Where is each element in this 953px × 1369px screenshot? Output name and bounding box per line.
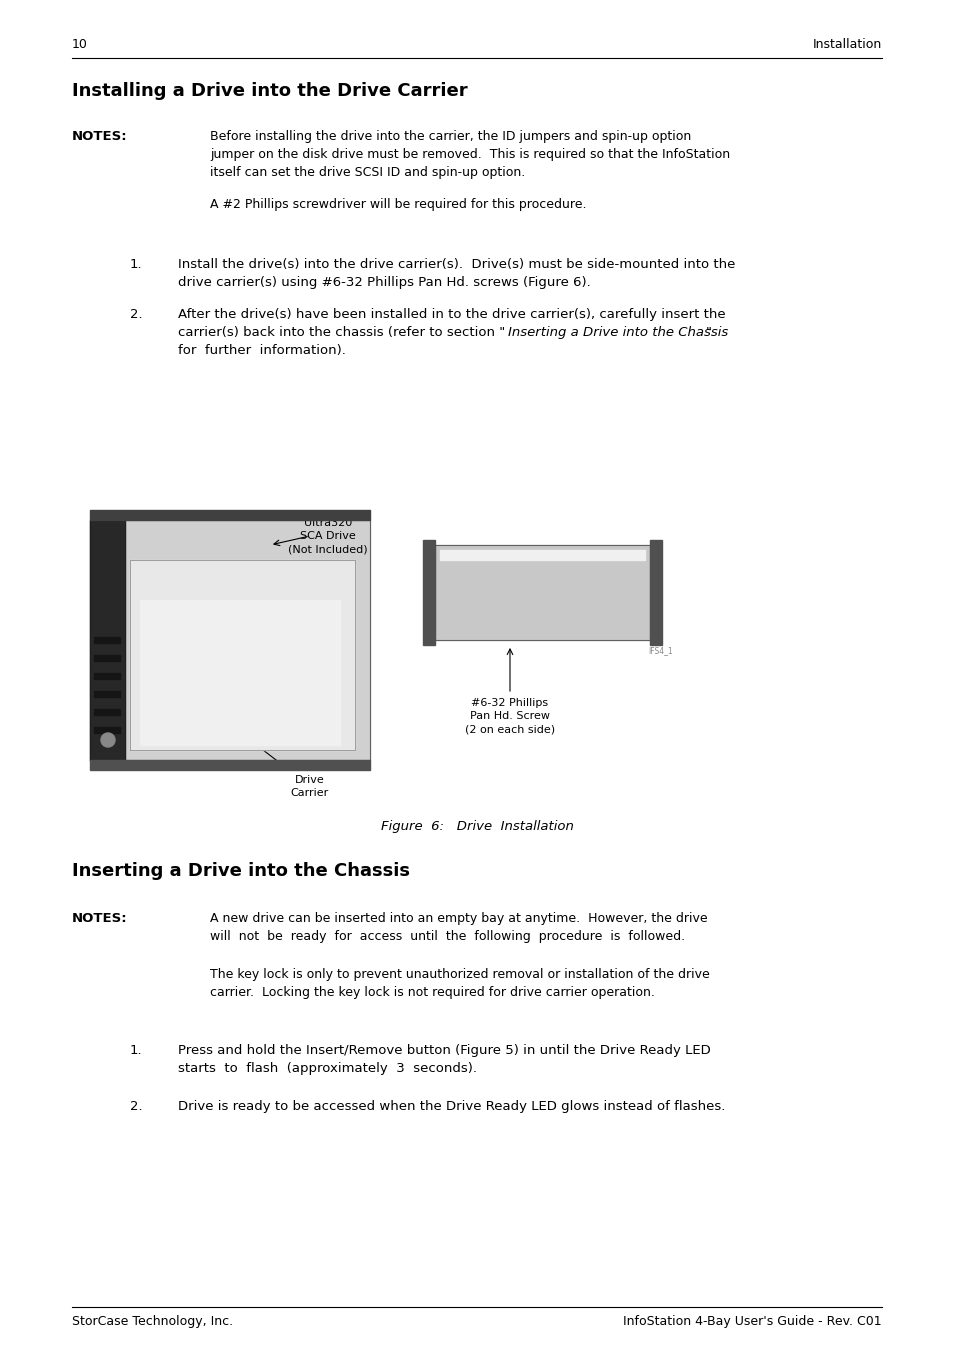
Polygon shape (435, 545, 649, 639)
Text: 1.: 1. (130, 257, 143, 271)
Text: will  not  be  ready  for  access  until  the  following  procedure  is  followe: will not be ready for access until the f… (210, 930, 684, 943)
Text: Drive is ready to be accessed when the Drive Ready LED glows instead of flashes.: Drive is ready to be accessed when the D… (178, 1101, 724, 1113)
Polygon shape (90, 520, 125, 760)
Text: #6-32 Phillips: #6-32 Phillips (471, 698, 548, 708)
Text: Installation: Installation (812, 38, 882, 51)
Text: After the drive(s) have been installed in to the drive carrier(s), carefully ins: After the drive(s) have been installed i… (178, 308, 725, 320)
Text: 2.: 2. (130, 308, 143, 320)
Text: itself can set the drive SCSI ID and spin-up option.: itself can set the drive SCSI ID and spi… (210, 166, 525, 179)
Text: Inserting a Drive into the Chassis: Inserting a Drive into the Chassis (71, 862, 410, 880)
Text: A #2 Phillips screwdriver will be required for this procedure.: A #2 Phillips screwdriver will be requir… (210, 199, 586, 211)
Text: Pan Hd. Screw: Pan Hd. Screw (470, 711, 550, 721)
Text: for  further  information).: for further information). (178, 344, 346, 357)
Text: starts  to  flash  (approximately  3  seconds).: starts to flash (approximately 3 seconds… (178, 1062, 476, 1075)
Text: NOTES:: NOTES: (71, 130, 128, 142)
Text: Drive: Drive (294, 775, 325, 784)
Polygon shape (94, 654, 120, 661)
Text: Carrier: Carrier (291, 789, 329, 798)
Polygon shape (94, 674, 120, 679)
Polygon shape (94, 709, 120, 715)
Text: carrier.  Locking the key lock is not required for drive carrier operation.: carrier. Locking the key lock is not req… (210, 986, 654, 999)
Text: Before installing the drive into the carrier, the ID jumpers and spin-up option: Before installing the drive into the car… (210, 130, 691, 142)
Polygon shape (90, 520, 370, 760)
Polygon shape (94, 691, 120, 697)
Text: Installing a Drive into the Drive Carrier: Installing a Drive into the Drive Carrie… (71, 82, 467, 100)
Text: 2.: 2. (130, 1101, 143, 1113)
Text: 1.: 1. (130, 1045, 143, 1057)
Text: (Not Included): (Not Included) (288, 543, 368, 554)
Circle shape (101, 732, 115, 747)
Polygon shape (130, 560, 355, 750)
Text: ": " (705, 326, 711, 340)
Text: carrier(s) back into the chassis (refer to section ": carrier(s) back into the chassis (refer … (178, 326, 505, 340)
Text: Ultra320: Ultra320 (304, 517, 352, 528)
Text: NOTES:: NOTES: (71, 912, 128, 925)
Polygon shape (94, 727, 120, 732)
Polygon shape (90, 760, 370, 769)
Polygon shape (422, 539, 435, 645)
Text: InfoStation 4-Bay User's Guide - Rev. C01: InfoStation 4-Bay User's Guide - Rev. C0… (622, 1316, 882, 1328)
Text: jumper on the disk drive must be removed.  This is required so that the InfoStat: jumper on the disk drive must be removed… (210, 148, 729, 162)
Polygon shape (649, 539, 661, 645)
Text: Press and hold the Insert/Remove button (Figure 5) in until the Drive Ready LED: Press and hold the Insert/Remove button … (178, 1045, 710, 1057)
Text: SCA Drive: SCA Drive (300, 531, 355, 541)
Text: Install the drive(s) into the drive carrier(s).  Drive(s) must be side-mounted i: Install the drive(s) into the drive carr… (178, 257, 735, 271)
Polygon shape (140, 600, 339, 745)
Text: StorCase Technology, Inc.: StorCase Technology, Inc. (71, 1316, 233, 1328)
Polygon shape (90, 511, 370, 520)
Text: The key lock is only to prevent unauthorized removal or installation of the driv: The key lock is only to prevent unauthor… (210, 968, 709, 982)
Polygon shape (439, 550, 644, 560)
Text: 10: 10 (71, 38, 88, 51)
Text: Figure  6:   Drive  Installation: Figure 6: Drive Installation (380, 820, 573, 832)
Text: Inserting a Drive into the Chassis: Inserting a Drive into the Chassis (507, 326, 727, 340)
Text: (2 on each side): (2 on each side) (464, 724, 555, 734)
Text: IFS4_1: IFS4_1 (647, 646, 672, 654)
Text: drive carrier(s) using #6-32 Phillips Pan Hd. screws (Figure 6).: drive carrier(s) using #6-32 Phillips Pa… (178, 277, 590, 289)
Text: A new drive can be inserted into an empty bay at anytime.  However, the drive: A new drive can be inserted into an empt… (210, 912, 707, 925)
Polygon shape (94, 637, 120, 643)
